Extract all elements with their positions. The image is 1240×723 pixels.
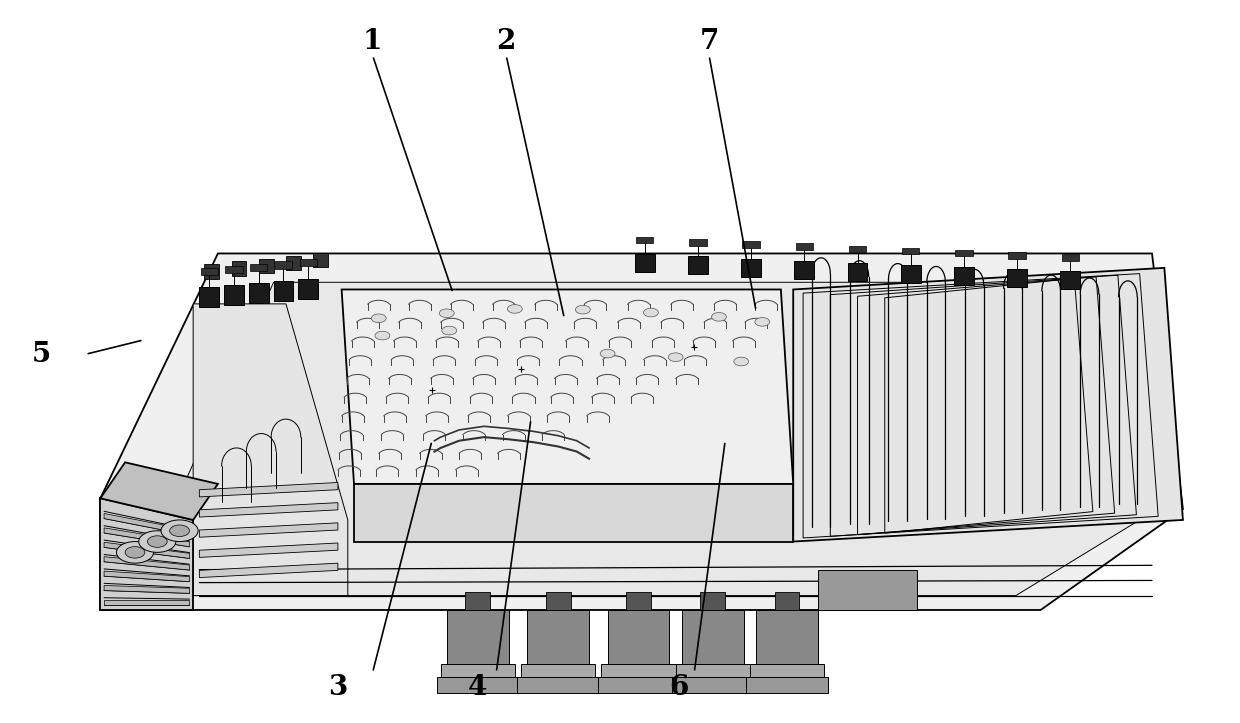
- Bar: [275, 262, 293, 268]
- Polygon shape: [175, 282, 1140, 596]
- Polygon shape: [200, 482, 339, 497]
- Circle shape: [712, 312, 727, 321]
- Bar: [750, 664, 825, 678]
- Circle shape: [161, 520, 198, 542]
- Polygon shape: [200, 563, 339, 578]
- Bar: [608, 610, 670, 667]
- Bar: [901, 248, 919, 254]
- Circle shape: [125, 547, 145, 558]
- Circle shape: [734, 357, 749, 366]
- Circle shape: [668, 353, 683, 362]
- Polygon shape: [104, 571, 190, 582]
- Polygon shape: [794, 268, 1183, 542]
- Bar: [598, 677, 680, 693]
- Bar: [286, 256, 301, 270]
- Polygon shape: [193, 304, 347, 596]
- Bar: [746, 677, 828, 693]
- Text: 6: 6: [670, 674, 689, 701]
- Polygon shape: [342, 289, 794, 484]
- Bar: [688, 257, 708, 274]
- Bar: [224, 285, 244, 305]
- Bar: [546, 592, 570, 610]
- Bar: [249, 283, 269, 303]
- Bar: [440, 664, 515, 678]
- Bar: [274, 281, 294, 301]
- Circle shape: [755, 317, 770, 326]
- Text: 7: 7: [699, 27, 719, 54]
- Circle shape: [170, 525, 190, 536]
- Polygon shape: [104, 513, 190, 535]
- Bar: [756, 610, 818, 667]
- Circle shape: [371, 314, 386, 322]
- Bar: [299, 278, 319, 299]
- Text: 1: 1: [363, 27, 382, 54]
- Bar: [314, 253, 329, 268]
- Bar: [672, 677, 754, 693]
- Bar: [232, 262, 247, 275]
- Bar: [201, 268, 218, 275]
- Polygon shape: [104, 557, 190, 570]
- Polygon shape: [100, 462, 218, 520]
- Bar: [446, 610, 508, 667]
- Bar: [635, 254, 655, 272]
- Circle shape: [441, 326, 456, 335]
- Bar: [626, 592, 651, 610]
- Bar: [1061, 254, 1079, 261]
- Bar: [701, 592, 725, 610]
- Bar: [849, 246, 867, 252]
- Text: 2: 2: [496, 27, 516, 54]
- Circle shape: [117, 542, 154, 563]
- Polygon shape: [104, 528, 190, 547]
- Polygon shape: [100, 498, 193, 610]
- Circle shape: [148, 536, 167, 547]
- Polygon shape: [104, 600, 190, 605]
- Bar: [954, 268, 973, 285]
- Bar: [259, 259, 274, 273]
- Bar: [601, 664, 676, 678]
- Polygon shape: [104, 586, 190, 594]
- Bar: [200, 287, 219, 307]
- Text: 5: 5: [31, 341, 51, 368]
- Bar: [689, 239, 707, 246]
- Bar: [848, 263, 868, 281]
- Polygon shape: [200, 523, 339, 537]
- Polygon shape: [353, 484, 794, 542]
- Bar: [775, 592, 800, 610]
- Polygon shape: [200, 502, 339, 517]
- Bar: [300, 260, 317, 267]
- Bar: [900, 265, 920, 283]
- Bar: [795, 261, 815, 278]
- Circle shape: [139, 531, 176, 552]
- Text: 4: 4: [467, 674, 487, 701]
- Circle shape: [374, 331, 389, 340]
- Bar: [742, 259, 761, 276]
- Bar: [250, 264, 268, 270]
- Bar: [818, 570, 916, 610]
- Bar: [743, 241, 760, 248]
- Circle shape: [600, 349, 615, 358]
- Bar: [436, 677, 518, 693]
- Polygon shape: [100, 254, 1183, 610]
- Bar: [955, 250, 972, 257]
- Polygon shape: [104, 542, 190, 558]
- Bar: [527, 610, 589, 667]
- Bar: [226, 266, 243, 273]
- Bar: [1008, 252, 1025, 259]
- Bar: [1060, 271, 1080, 289]
- Bar: [676, 664, 750, 678]
- Bar: [465, 592, 490, 610]
- Bar: [682, 610, 744, 667]
- Bar: [517, 677, 599, 693]
- Circle shape: [644, 308, 658, 317]
- Bar: [205, 265, 219, 278]
- Bar: [796, 244, 813, 250]
- Circle shape: [507, 304, 522, 313]
- Text: 3: 3: [329, 674, 347, 701]
- Polygon shape: [200, 543, 339, 557]
- Circle shape: [575, 305, 590, 314]
- Bar: [1007, 269, 1027, 287]
- Bar: [636, 237, 653, 244]
- Bar: [521, 664, 595, 678]
- Circle shape: [439, 309, 454, 317]
